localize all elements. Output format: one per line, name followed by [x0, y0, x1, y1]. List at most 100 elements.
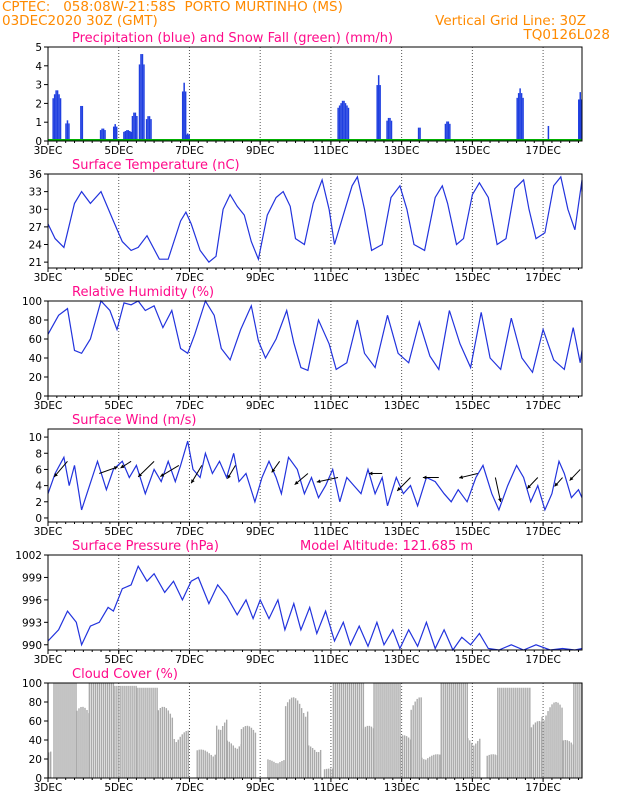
precip-bar: [516, 97, 518, 141]
precip-bar: [444, 123, 447, 141]
precip-bar: [140, 54, 142, 141]
cloud-bar: [452, 683, 454, 778]
precip-ytick-label: 5: [35, 42, 42, 54]
wind-arrow-head: [422, 475, 427, 480]
precip-xtick-label: 7DEC: [175, 145, 204, 157]
cloud-bar: [555, 702, 557, 778]
temp-ytick-label: 21: [29, 257, 42, 269]
cloud-bar: [204, 750, 206, 778]
cloud-bar: [460, 683, 462, 778]
wind-arrow-head: [368, 471, 373, 476]
cloud-bar: [431, 755, 433, 778]
cloud-bar: [90, 683, 93, 778]
cloud-bar: [532, 724, 535, 778]
cloud-bar: [348, 683, 351, 778]
cloud-bar: [76, 710, 78, 778]
cloud-bar: [159, 708, 162, 778]
precip-bar: [129, 130, 131, 141]
rh-ytick-label: 40: [29, 353, 42, 365]
temp-ytick-label: 30: [29, 204, 42, 216]
cloud-bar: [136, 687, 138, 778]
pressure-ytick-label: 993: [22, 617, 42, 629]
wind-arrow-head: [527, 484, 531, 489]
rh-frame: [47, 300, 583, 397]
cloud-bar: [575, 683, 577, 778]
temp-xtick-label: 9DEC: [246, 272, 275, 284]
cloud-ytick-label: 40: [29, 735, 42, 747]
pressure-ytick-label: 990: [22, 640, 42, 652]
cloud-bar: [150, 687, 152, 778]
cloud-bar: [561, 707, 563, 778]
cloud-bar: [573, 683, 575, 778]
cloud-bar: [530, 727, 533, 778]
wind-panel: Surface Wind (m/s) 0 2 4 6 8 10 3DEC 5DEC 7DEC 9DE…: [29, 413, 583, 538]
precip-bar: [66, 120, 69, 141]
precip-xtick-label: 3DEC: [34, 145, 63, 157]
cloud-bar: [570, 742, 572, 778]
precip-bar: [185, 134, 187, 141]
cloud-bar: [403, 735, 406, 778]
precip-bar: [517, 93, 520, 141]
cloud-bar: [515, 687, 517, 778]
precip-bar: [145, 119, 148, 141]
pressure-xtick-label: 3DEC: [34, 654, 63, 666]
pressure-xtick-label: 13DEC: [384, 654, 419, 666]
precip-bar: [104, 130, 106, 141]
cloud-bar: [549, 707, 551, 778]
temp-panel: Surface Temperature (nC) 21 24 27 30 33 36 3DEC…: [29, 158, 583, 284]
wind-xtick-label: 17DEC: [525, 526, 560, 538]
cloud-bar: [444, 683, 446, 778]
temp-title: Surface Temperature (nC): [72, 158, 240, 173]
cloud-bar: [421, 757, 423, 778]
wind-ytick-label: 8: [35, 448, 42, 460]
wind-frame: [47, 428, 583, 523]
cloud-bar: [181, 734, 183, 778]
cloud-bar: [252, 729, 255, 778]
cloud-bar: [275, 763, 277, 778]
cloud-bar: [358, 683, 361, 778]
pressure-annotation: Model Altitude: 121.685 m: [300, 539, 473, 554]
cloud-xtick-label: 11DEC: [313, 782, 348, 794]
pressure-series-line: [47, 564, 583, 652]
cloud-bar: [553, 702, 555, 778]
pressure-xtick-label: 9DEC: [246, 654, 275, 666]
cloud-bar: [96, 683, 99, 778]
cloud-bar: [67, 683, 69, 778]
pressure-ytick-label: 1002: [15, 550, 42, 562]
wind-arrow-head: [160, 473, 165, 477]
cloud-bar: [332, 683, 335, 778]
temp-xtick-label: 7DEC: [175, 272, 204, 284]
cloud-bar: [425, 759, 427, 778]
cloud-bar: [88, 683, 91, 778]
precip-bar: [131, 115, 134, 141]
cloud-bar: [507, 687, 509, 778]
cloud-bar: [488, 754, 490, 778]
cloud-bar: [439, 754, 441, 778]
cloud-bar: [317, 752, 320, 778]
cloud-bar: [75, 683, 77, 778]
cloud-bar: [290, 697, 293, 778]
cloud-bar: [418, 697, 420, 778]
precip-ytick-label: 1: [35, 117, 42, 129]
wind-arrow: [316, 477, 339, 483]
wind-arrow-head: [294, 480, 299, 485]
rh-xtick-label: 9DEC: [246, 400, 275, 412]
cloud-bar: [212, 756, 214, 778]
pressure-xtick-label: 7DEC: [175, 654, 204, 666]
precip-bar: [148, 116, 151, 141]
wind-arrow-head: [227, 474, 231, 479]
cloud-bar: [368, 725, 371, 778]
cloud-bar: [288, 699, 291, 778]
cloud-bar: [557, 702, 559, 778]
cloud-bar: [175, 742, 177, 778]
cloud-bar: [50, 751, 52, 778]
precip-xtick-label: 15DEC: [455, 145, 490, 157]
cloud-bar: [523, 687, 525, 778]
cloud-bar: [127, 685, 129, 778]
wind-arrow-head: [191, 479, 195, 484]
cloud-bar: [529, 687, 531, 778]
cloud-bar: [416, 698, 418, 778]
cloud-bar: [294, 698, 297, 778]
cloud-bar: [377, 683, 379, 778]
